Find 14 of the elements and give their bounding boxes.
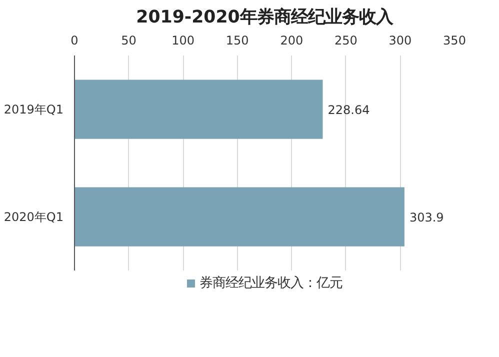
chart-title: 2019-2020年券商经纪业务收入: [136, 8, 394, 28]
text: 303.9: [409, 210, 444, 224]
text: 228.64: [328, 102, 370, 117]
x-tick-label: 0: [70, 34, 78, 48]
x-tick-label: 350: [443, 34, 466, 48]
x-tick-label: 100: [172, 34, 195, 48]
legend-label: 券商经纪业务收入：亿元: [200, 274, 342, 292]
x-tick-label: 250: [334, 34, 358, 48]
x-tick-label: 200: [280, 34, 304, 48]
y-tick-label: 2020年Q1: [4, 210, 64, 224]
y-tick-label: 2019年Q1: [4, 102, 64, 116]
x-tick-label: 150: [226, 34, 249, 48]
x-tick-label: 50: [121, 34, 136, 48]
x-tick-label: 300: [388, 34, 412, 48]
